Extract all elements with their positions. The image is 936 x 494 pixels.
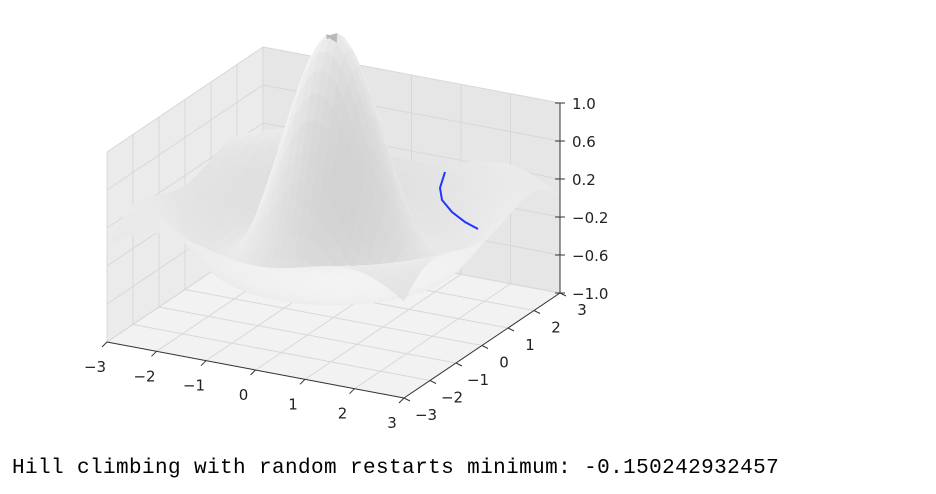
z-tick-label: −0.6 bbox=[572, 247, 608, 265]
x-tick bbox=[250, 369, 256, 376]
x-tick-label: 0 bbox=[239, 386, 249, 404]
z-tick-label: 0.2 bbox=[572, 171, 596, 189]
x-tick bbox=[151, 350, 157, 357]
surface-mesh bbox=[106, 32, 561, 306]
y-tick bbox=[533, 310, 541, 314]
x-tick bbox=[349, 388, 355, 395]
x-tick-label: −1 bbox=[183, 377, 205, 395]
x-tick bbox=[398, 397, 405, 404]
x-tick-label: −2 bbox=[133, 367, 155, 385]
z-tick-label: 0.6 bbox=[572, 133, 596, 151]
z-tick-label: 1.0 bbox=[572, 95, 596, 113]
y-tick bbox=[429, 380, 437, 384]
x-tick bbox=[101, 341, 108, 348]
y-tick-label: 1 bbox=[525, 336, 535, 354]
surface-facet bbox=[396, 287, 409, 302]
output-text: Hill climbing with random restarts minim… bbox=[12, 457, 780, 480]
y-tick bbox=[481, 345, 489, 349]
floor-gridline bbox=[184, 289, 483, 346]
wall-gridline bbox=[106, 84, 264, 191]
y-tick bbox=[403, 397, 411, 402]
y-tick-label: −3 bbox=[415, 406, 437, 424]
y-tick-label: 2 bbox=[551, 319, 561, 337]
x-tick bbox=[299, 378, 306, 385]
x-tick-label: 2 bbox=[338, 405, 348, 423]
x-tick-label: 3 bbox=[387, 414, 397, 432]
surface-plot: −3 −2 −1 0 1 2 3 −3 −2 −1 0 1 2 3 1.0 0.6 0.2 −0.2 −0.6 −1.… bbox=[84, 32, 609, 432]
y-tick-label: 3 bbox=[577, 301, 587, 319]
y-tick bbox=[507, 327, 515, 332]
z-tick-label: −0.2 bbox=[572, 209, 608, 227]
search-path-line bbox=[438, 171, 479, 230]
tick-marks bbox=[101, 102, 567, 404]
floor-gridline bbox=[132, 324, 431, 381]
y-tick-label: 0 bbox=[499, 354, 509, 372]
floor-gridline bbox=[158, 306, 457, 364]
search-path bbox=[438, 171, 479, 230]
x-tick-label: −3 bbox=[84, 358, 106, 376]
y-tick-label: −2 bbox=[441, 389, 463, 407]
wall-gridline bbox=[106, 46, 264, 153]
z-tick-label: −1.0 bbox=[572, 285, 608, 303]
y-tick bbox=[455, 362, 463, 367]
x-tick bbox=[200, 360, 207, 367]
x-tick-label: 1 bbox=[288, 395, 298, 413]
y-tick-label: −1 bbox=[467, 371, 489, 389]
